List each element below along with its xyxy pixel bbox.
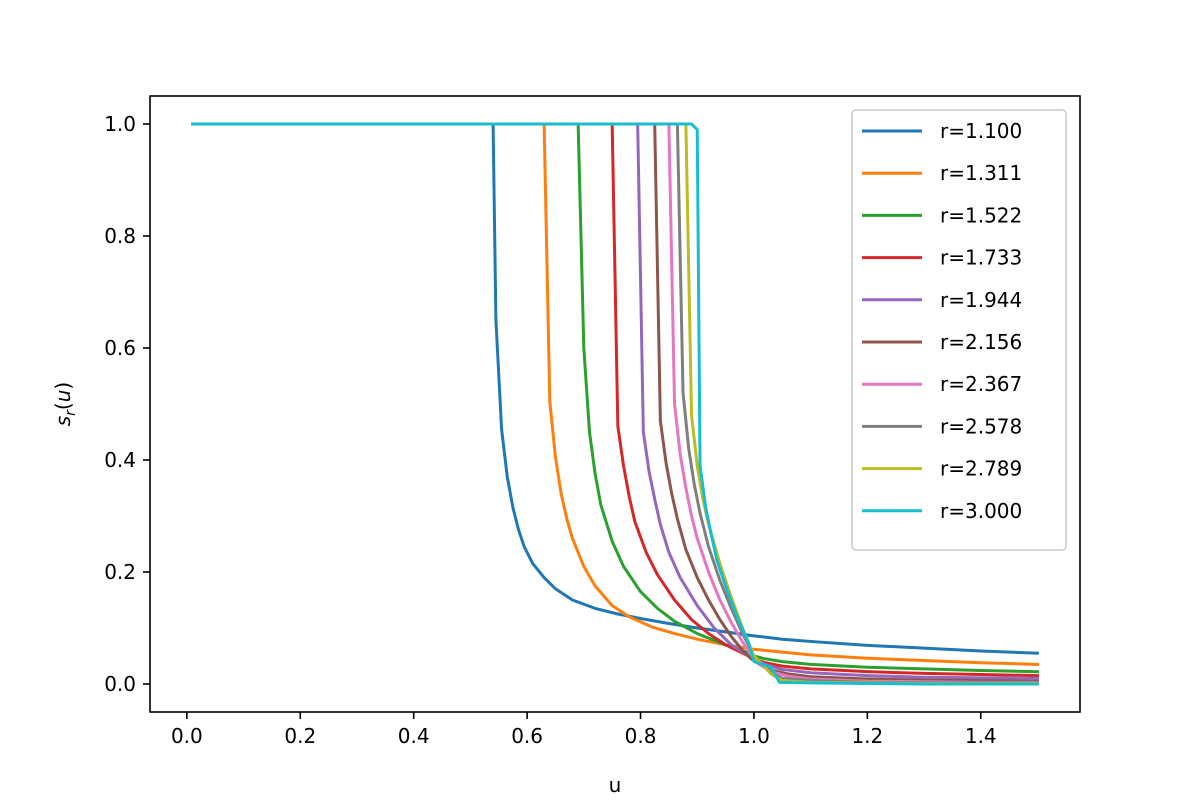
legend-label-9: r=3.000 [940, 499, 1022, 523]
series-line-0 [191, 122, 1040, 655]
legend-label-2: r=1.522 [940, 203, 1022, 227]
series-line-4 [191, 122, 1039, 680]
series-line-2 [191, 122, 1039, 674]
x-tick-label: 0.6 [511, 724, 543, 748]
legend-label-5: r=2.156 [940, 330, 1022, 354]
x-axis-label: u [609, 773, 622, 797]
legend-box [851, 109, 1067, 551]
y-tick-label: 0.2 [104, 560, 136, 584]
y-axis-label-paren-close: ) [51, 382, 75, 390]
legend-label-4: r=1.944 [940, 288, 1022, 312]
y-tick-label: 0.4 [104, 448, 136, 472]
series-line-5 [191, 122, 1039, 683]
x-tick-label: 0.4 [398, 724, 430, 748]
legend-label-7: r=2.578 [940, 414, 1022, 438]
legend-label-3: r=1.733 [940, 246, 1022, 270]
legend-label-6: r=2.367 [940, 372, 1022, 396]
y-axis-label: sr(u) [51, 382, 79, 427]
x-tick-label: 0.0 [171, 724, 203, 748]
y-axis-label-paren-open: ( [51, 402, 75, 410]
y-tick-label: 0.8 [104, 224, 136, 248]
legend: r=1.100 r=1.311 r=1.522 r=1.733 r=1.944 r=2.1… [851, 109, 1067, 551]
legend-label-8: r=2.789 [940, 457, 1022, 481]
series-line-1 [191, 122, 1040, 666]
x-tick-label: 0.2 [284, 724, 316, 748]
x-tick-label: 0.8 [625, 724, 657, 748]
plot-frame [149, 95, 1081, 713]
y-tick-label: 0.0 [104, 672, 136, 696]
x-axis-ticks: 0.0 0.2 0.4 0.6 0.8 1.0 1.2 1.4 [171, 712, 997, 748]
y-tick-label: 1.0 [104, 112, 136, 136]
x-tick-label: 1.4 [965, 724, 997, 748]
series-line-9 [191, 122, 1039, 686]
series-line-3 [191, 122, 1039, 678]
y-axis-label-sub: r [63, 409, 79, 416]
plot-lines [191, 122, 1040, 686]
x-tick-label: 1.0 [738, 724, 770, 748]
y-axis-label-arg: (u) [51, 382, 75, 410]
y-axis-label-var: u [51, 390, 75, 403]
y-axis-label-base: s [51, 416, 75, 426]
y-tick-label: 0.6 [104, 336, 136, 360]
x-tick-label: 1.2 [851, 724, 883, 748]
y-axis-ticks: 0.0 0.2 0.4 0.6 0.8 1.0 [104, 112, 150, 696]
legend-label-1: r=1.311 [940, 161, 1022, 185]
legend-label-0: r=1.100 [940, 119, 1022, 143]
